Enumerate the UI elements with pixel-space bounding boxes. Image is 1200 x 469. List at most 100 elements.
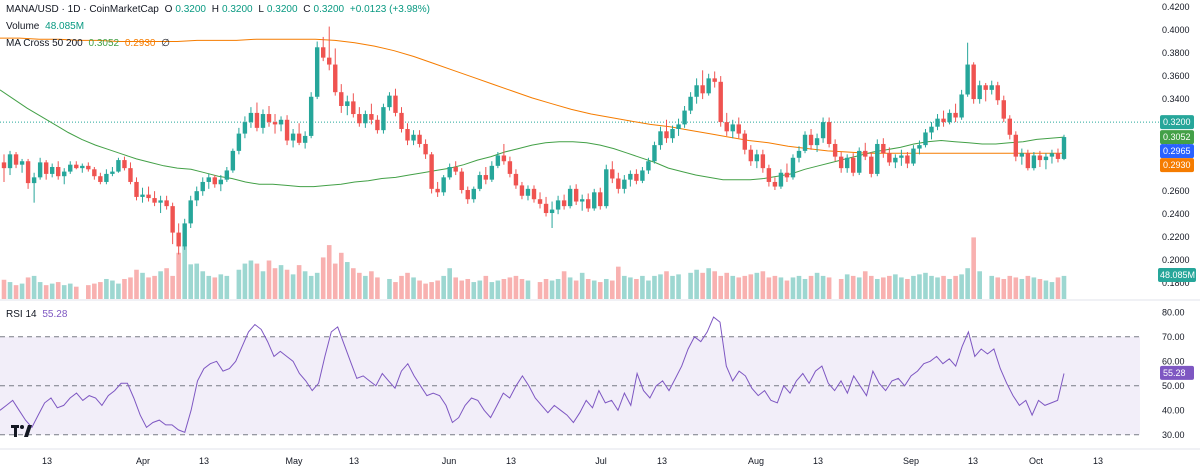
time-axis-tick: 13 [349, 456, 359, 466]
volume-bar [128, 277, 133, 299]
candle-body [272, 122, 278, 125]
candle-body [905, 155, 910, 164]
volume-bar [236, 269, 242, 299]
volume-bar [513, 275, 519, 299]
volume-bar [1001, 278, 1007, 299]
time-axis-tick: 13 [813, 456, 823, 466]
candle-body [182, 223, 187, 247]
candle-body [321, 47, 326, 58]
volume-bar [170, 275, 175, 299]
ma-cross-legend[interactable]: MA Cross 50 200 0.3052 0.2930 ∅ [6, 37, 173, 50]
ma200-tag: 0.2930 [1160, 158, 1194, 173]
volume-bar [188, 264, 194, 299]
volume-bar [320, 257, 326, 299]
candle-body [128, 168, 133, 182]
volume-bar [1, 279, 7, 299]
mid-price-tag: 0.2965 [1160, 144, 1194, 159]
volume-bar [158, 271, 163, 299]
volume-bar [116, 283, 121, 299]
candle-body [640, 170, 645, 181]
volume-bar [483, 275, 489, 299]
volume-bar [495, 280, 501, 299]
volume-bar [778, 277, 784, 299]
close-label: C [303, 4, 311, 15]
candle-body [248, 112, 254, 123]
volume-bar [387, 278, 392, 299]
candle-body [592, 192, 597, 209]
time-axis-tick: May [285, 456, 303, 466]
volume-bar [917, 274, 922, 299]
low-label: L [258, 4, 264, 15]
volume-bar [1031, 277, 1037, 299]
candle-body [176, 232, 181, 247]
volume-bar [19, 283, 25, 299]
candle-body [1013, 134, 1019, 157]
candle-body [80, 165, 85, 169]
candle-body [345, 101, 350, 106]
high-label: H [211, 4, 219, 15]
volume-bar [507, 277, 513, 299]
time-axis-tick: Aug [748, 456, 764, 466]
candle-body [832, 143, 838, 157]
time-axis-tick: 13 [968, 456, 978, 466]
tradingview-logo-icon[interactable] [11, 424, 33, 438]
candle-body [405, 129, 410, 141]
candle-body [1001, 100, 1006, 119]
candle-body [333, 64, 338, 93]
volume-bar [597, 282, 603, 299]
candle-body [917, 145, 922, 149]
ma200-value: 0.2930 [124, 38, 156, 49]
candle-body [579, 199, 585, 202]
candle-body [573, 188, 579, 202]
grid [0, 121, 1200, 450]
volume-bar [278, 265, 284, 299]
candle-body [616, 178, 621, 189]
candle-body [555, 200, 561, 210]
candle-body [658, 131, 663, 146]
volume-bar [585, 278, 591, 299]
volume-bar [224, 275, 230, 299]
candle-body [116, 160, 121, 172]
volume-bar [616, 266, 621, 299]
candle-body [477, 175, 482, 189]
candle-body [339, 92, 344, 106]
candle-body [327, 57, 332, 65]
candle-body [254, 112, 260, 128]
candle-body [628, 173, 633, 180]
candle-body [158, 200, 163, 203]
volume-bar [874, 278, 880, 299]
candle-body [98, 176, 103, 182]
volume-bar [465, 278, 471, 299]
candle-body [935, 118, 940, 127]
symbol-pair[interactable]: MANA/USD · 1D · CoinMarketCap [6, 4, 159, 15]
volume-bar [688, 272, 693, 299]
volume-bar [73, 286, 79, 299]
candle-body [224, 170, 230, 180]
candle-body [453, 166, 458, 172]
candle-body [1037, 155, 1043, 161]
volume-label: Volume [6, 21, 40, 32]
volume-bar [748, 274, 754, 299]
volume-bar [742, 275, 748, 299]
candle-body [507, 161, 513, 174]
volume-bar [525, 280, 531, 299]
volume-bar [603, 278, 609, 299]
candle-body [676, 124, 681, 130]
candle-body [423, 143, 428, 155]
ma50-value: 0.3052 [88, 38, 120, 49]
candle-body [652, 145, 657, 162]
candle-body [236, 133, 242, 151]
candle-body [284, 119, 290, 141]
candle-body [242, 122, 248, 134]
volume-bar [357, 272, 362, 299]
volume-bar [134, 269, 139, 299]
volume-legend[interactable]: Volume 48.085M [6, 20, 87, 33]
rsi-legend[interactable]: RSI 14 55.28 [6, 308, 70, 321]
candle-body [501, 155, 507, 162]
candle-body [7, 154, 13, 169]
volume-bar [640, 275, 645, 299]
candle-body [399, 112, 404, 130]
candle-body [1007, 118, 1012, 135]
